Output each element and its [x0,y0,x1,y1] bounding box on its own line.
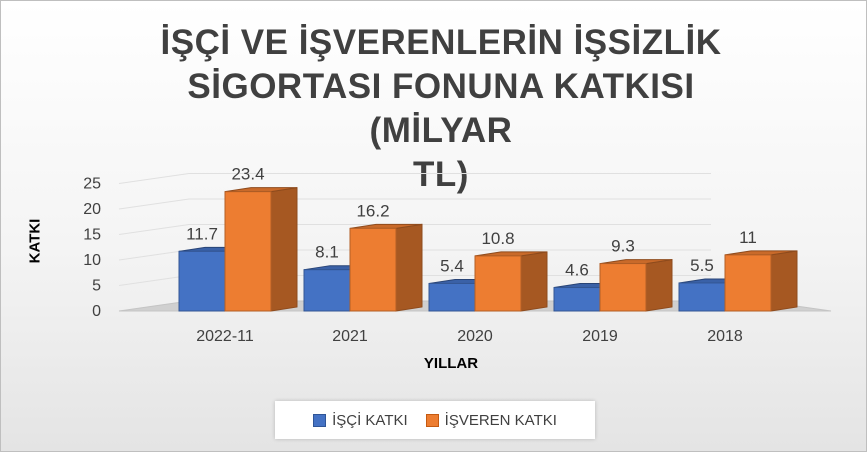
bar-side-isveren [770,250,798,312]
data-label-isci: 5.5 [690,256,714,275]
data-label-isveren: 9.3 [611,237,635,256]
data-label-isveren: 10.8 [481,229,514,248]
bar-isveren [224,191,272,312]
x-tick-label: 2020 [457,328,493,345]
chart-title-line-1: İŞÇİ VE İŞVERENLERİN İŞSİZLİK [160,23,722,62]
data-label-isci: 5.4 [440,256,464,275]
legend-item-isci: İŞÇİ KATKI [313,412,408,429]
bar-isci [303,269,351,312]
bar-side-isveren [520,251,548,312]
chart-title-line-3: TL) [413,155,469,194]
y-tick-label: 5 [92,278,101,295]
bar-side-isveren [270,187,298,312]
legend-item-isveren: İŞVEREN KATKI [425,411,557,429]
data-label-isveren: 16.2 [356,201,389,220]
y-axis-label: KATKI [26,218,44,264]
data-label-isci: 8.1 [315,243,339,262]
bar-isveren [599,263,647,312]
chart-title-line-2: SİGORTASI FONUNA KATKISI (MİLYAR [187,67,695,150]
bar-isci [178,250,226,312]
legend-label-isveren: İŞVEREN KATKI [444,411,557,429]
bar-isci [553,287,601,312]
x-axis-label: YILLAR [423,355,479,372]
bar-isci [678,282,726,312]
chart-title: İŞÇİ VE İŞVERENLERİN İŞSİZLİK SİGORTASI … [121,21,761,197]
y-tick-label: 0 [92,303,101,320]
gridline [118,224,711,235]
legend-label-isci: İŞÇİ KATKI [332,411,408,429]
legend-swatch-isveren [425,413,439,427]
bar-side-isveren [395,223,423,312]
gridline [118,173,711,184]
x-tick-label: 2018 [707,328,743,345]
y-tick-label: 15 [83,227,101,244]
bar-isveren [349,227,397,312]
x-tick-label: 2019 [582,328,618,345]
x-tick-label: 2021 [332,328,368,345]
bar-isveren [724,254,772,312]
data-label-isci: 11.7 [186,224,218,243]
gridline [118,198,711,210]
bar-isci [428,282,476,312]
x-tick-label: 2022-11 [196,328,254,345]
legend: İŞÇİ KATKI İŞVEREN KATKI [275,401,595,439]
y-tick-label: 20 [83,201,101,218]
data-label-isveren: 11 [739,228,757,247]
legend-swatch-isci [313,413,327,427]
data-label-isci: 4.6 [565,261,589,280]
y-tick-label: 10 [83,252,101,269]
bar-side-isveren [645,258,673,312]
y-tick-label: 25 [83,176,101,193]
bar-isveren [474,255,522,312]
data-label-isveren: 23.4 [231,165,264,184]
